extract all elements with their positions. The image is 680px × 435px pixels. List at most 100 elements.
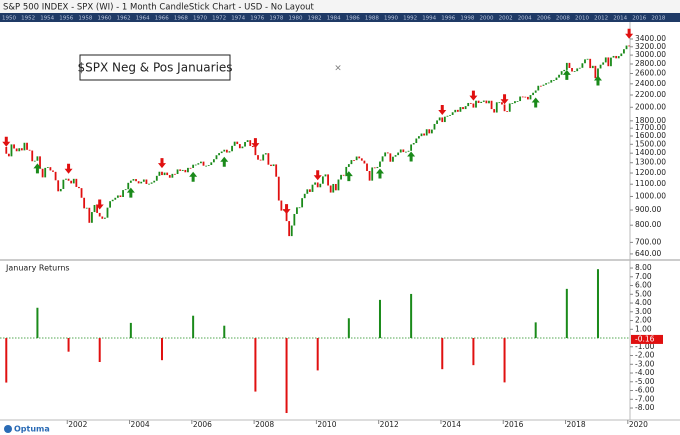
- y-tick-label: 2200.00: [635, 90, 666, 99]
- candle-body: [412, 143, 415, 145]
- candle-body: [545, 83, 547, 85]
- up-arrow: [562, 69, 571, 80]
- candle-body: [386, 152, 389, 154]
- candle-body: [280, 200, 283, 211]
- navigator-year: 1984: [327, 16, 341, 22]
- navigator-band[interactable]: [0, 13, 680, 22]
- panel-title: January Returns: [5, 264, 70, 273]
- down-arrow: [313, 170, 322, 181]
- navigator[interactable]: 1950 1952 1954 1956 1958 1960 1962 1964 1966 1968…: [0, 13, 680, 22]
- navigator-year: 1994: [422, 16, 436, 22]
- bar: [347, 318, 350, 339]
- y-tick-label: -2.00: [635, 351, 655, 360]
- candle-body: [423, 133, 426, 136]
- candle-body: [91, 212, 93, 223]
- navigator-year: 1960: [98, 16, 112, 22]
- candle-body: [485, 100, 488, 104]
- candle-body: [376, 166, 379, 169]
- candle-body: [259, 159, 262, 161]
- navigator-year: 1992: [403, 16, 417, 22]
- candle-body: [366, 163, 368, 171]
- candle-body: [249, 140, 252, 146]
- y-tick-label: 7.00: [635, 272, 652, 281]
- candle-body: [44, 167, 47, 178]
- candle-body: [379, 161, 381, 167]
- navigator-year: 2000: [480, 16, 494, 22]
- candle-body: [23, 142, 26, 151]
- title-bar: [0, 0, 680, 13]
- y-tick-label: 2.00: [635, 316, 652, 325]
- y-tick-label: -3.00: [635, 359, 655, 368]
- candle-body: [482, 100, 485, 102]
- candle-body: [392, 156, 394, 162]
- bar: [67, 338, 70, 352]
- candle-body: [85, 207, 88, 209]
- annotation-box[interactable]: [79, 54, 231, 81]
- navigator-year: 1986: [346, 16, 360, 22]
- candle-body: [597, 68, 599, 79]
- candle-body: [410, 144, 413, 151]
- candle-body: [31, 150, 34, 162]
- candle-body: [475, 100, 477, 108]
- candle-body: [581, 63, 584, 68]
- candle-body: [122, 190, 124, 197]
- bar: [503, 338, 506, 383]
- candle-body: [503, 104, 506, 112]
- x-tick-label: 2016: [504, 420, 523, 429]
- candle-body: [96, 204, 99, 213]
- x-tick-label: 2002: [68, 420, 87, 429]
- candle-body: [293, 213, 296, 226]
- candle-body: [49, 167, 52, 171]
- candle-body: [225, 149, 228, 153]
- y-tick-label: 5.00: [635, 289, 652, 298]
- y-tick-label: 1500.00: [635, 139, 666, 148]
- candle-body: [558, 74, 560, 78]
- down-arrow: [438, 105, 447, 116]
- candle-body: [441, 117, 444, 123]
- candle-body: [236, 141, 239, 145]
- candle-body: [28, 149, 31, 151]
- y-tick-label: 1200.00: [635, 168, 666, 177]
- candle-body: [52, 170, 54, 172]
- navigator-year: 2012: [594, 16, 608, 22]
- navigator-year: 1954: [40, 16, 54, 22]
- bar: [192, 315, 195, 339]
- cursor-cross: ×: [334, 64, 342, 74]
- candle-body: [552, 80, 555, 81]
- bar: [285, 338, 288, 414]
- candle-body: [218, 153, 220, 156]
- candle-body: [438, 117, 441, 121]
- candle-body: [446, 115, 449, 117]
- y-tick-label: 8.00: [635, 263, 652, 272]
- candle-body: [617, 56, 620, 59]
- candle-body: [560, 71, 563, 75]
- annotation: $SPX Neg & Pos Januaries: [77, 61, 232, 75]
- candle-body: [7, 153, 10, 157]
- candle-body: [547, 82, 550, 84]
- navigator-year: 1966: [155, 16, 169, 22]
- candle-body: [10, 144, 13, 157]
- candle-body: [358, 156, 361, 159]
- y-tick-label: 1.00: [635, 324, 652, 333]
- candle-body: [88, 207, 91, 223]
- candle-body: [174, 173, 176, 175]
- candle-body: [430, 129, 433, 134]
- last-value-label: -0.16: [635, 334, 655, 343]
- y-tick-label: 900.00: [635, 205, 661, 214]
- candle-body: [212, 159, 215, 163]
- navigator-year: 1972: [212, 16, 226, 22]
- candle-body: [194, 164, 197, 166]
- candle-body: [628, 45, 631, 47]
- candle-body: [334, 183, 337, 191]
- y-tick-label: 6.00: [635, 281, 652, 290]
- navigator-year: 1964: [136, 16, 150, 22]
- down-arrow: [251, 138, 260, 149]
- navigator-year: 1982: [308, 16, 322, 22]
- candle-body: [15, 148, 18, 152]
- candle-body: [137, 181, 140, 184]
- candle-body: [70, 180, 73, 184]
- bar: [565, 288, 568, 339]
- candle-body: [480, 101, 483, 103]
- navigator-year: 1978: [269, 16, 283, 22]
- down-arrow: [625, 28, 634, 39]
